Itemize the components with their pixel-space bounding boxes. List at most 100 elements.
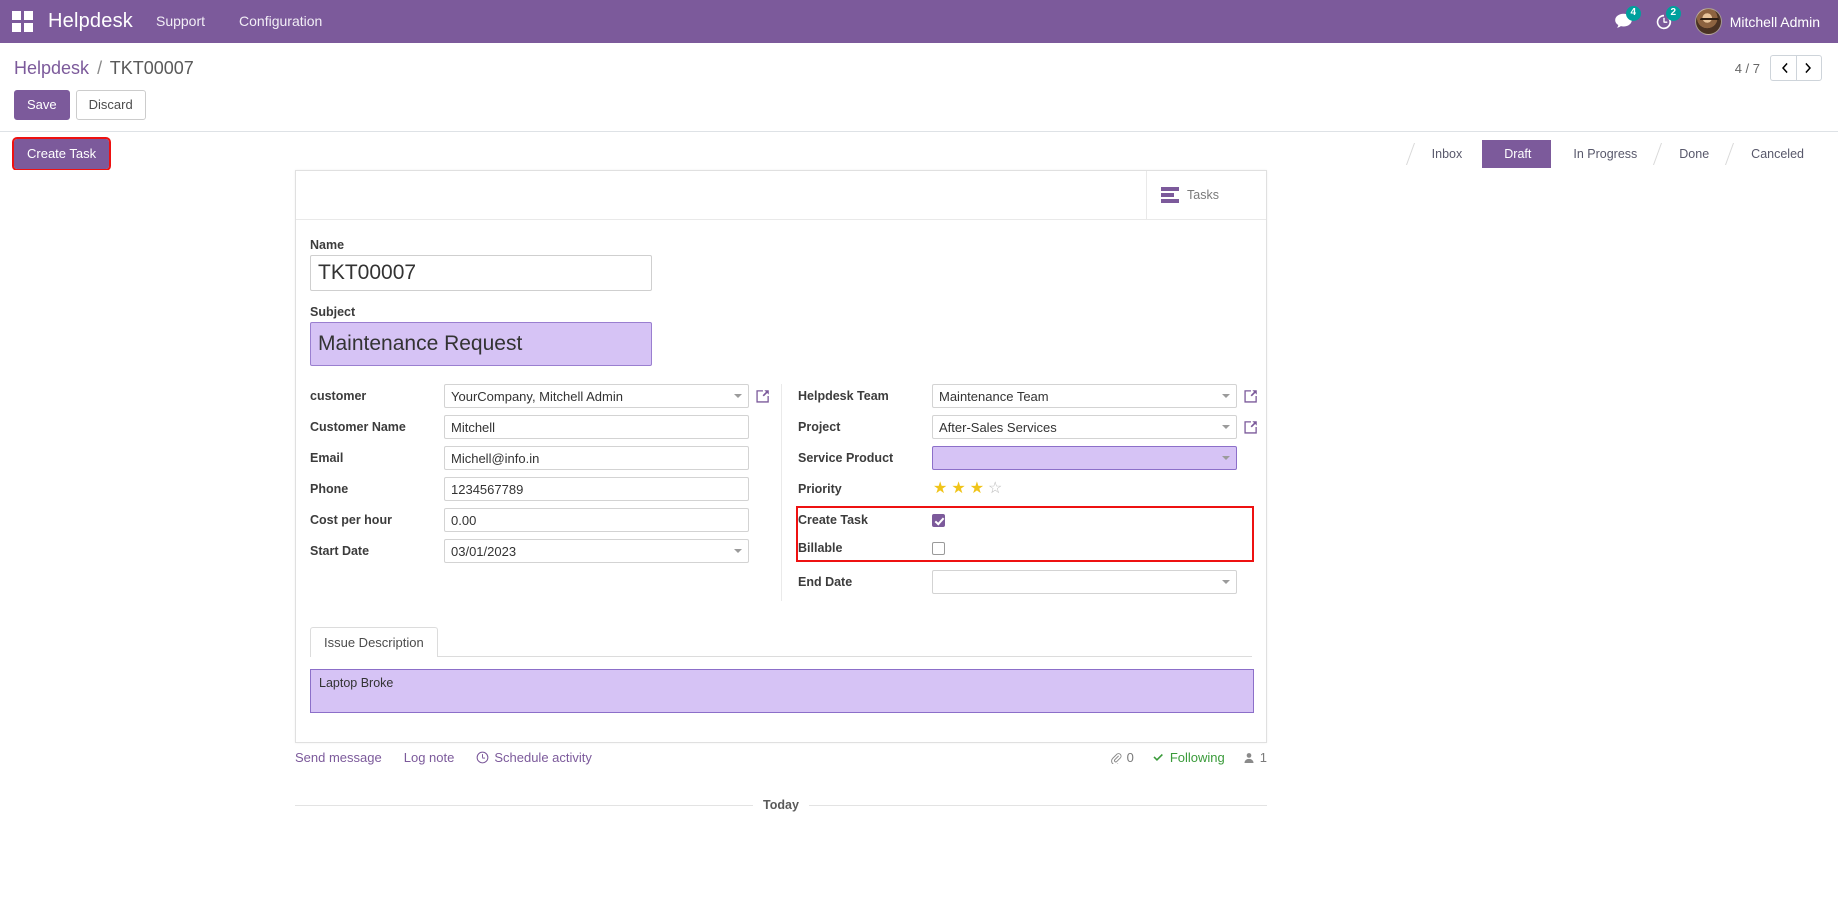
label-helpdesk-team: Helpdesk Team: [798, 389, 889, 403]
row-priority: Priority ★ ★ ★ ☆: [798, 477, 1252, 501]
customer-external-link-button[interactable]: [755, 389, 770, 404]
pager: 4 / 7: [1735, 55, 1824, 81]
chatter-stats: 0 Following 1: [1110, 750, 1267, 765]
tab-issue-description[interactable]: Issue Description: [310, 627, 438, 657]
status-bar: Inbox Draft In Progress Done Canceled: [1409, 140, 1824, 168]
name-input[interactable]: [310, 255, 652, 291]
cost-per-hour-input[interactable]: [444, 508, 749, 532]
user-icon: [1244, 752, 1254, 763]
customer-name-input[interactable]: [444, 415, 749, 439]
project-external-link-button[interactable]: [1243, 420, 1258, 435]
stat-button-tasks-label: Tasks: [1187, 188, 1219, 202]
notebook-tabs: Issue Description: [310, 627, 1252, 657]
chatter-toolbar: Send message Log note Schedule activity …: [295, 746, 1267, 775]
menu-item-support[interactable]: Support: [155, 13, 206, 29]
right-column: Helpdesk Team: [781, 384, 1257, 601]
priority-star-1[interactable]: ★: [933, 480, 948, 497]
breadcrumb-separator: /: [97, 57, 103, 78]
chatter-date-separator: Today: [295, 797, 1267, 812]
app-brand-helpdesk[interactable]: Helpdesk: [48, 10, 133, 32]
attachments-count[interactable]: 0: [1110, 750, 1134, 765]
row-email: Email: [310, 446, 781, 470]
row-phone: Phone: [310, 477, 781, 501]
label-project: Project: [798, 420, 841, 434]
user-menu[interactable]: Mitchell Admin: [1685, 8, 1820, 35]
pager-buttons: [1770, 55, 1822, 81]
service-product-input[interactable]: [932, 446, 1237, 470]
status-item-inbox[interactable]: Inbox: [1409, 140, 1483, 168]
create-task-button[interactable]: Create Task: [11, 137, 112, 171]
priority-star-2[interactable]: ★: [951, 480, 966, 497]
end-date-input[interactable]: [932, 570, 1237, 594]
field-subject-label: Subject: [310, 305, 356, 319]
activities-count-badge: 2: [1665, 6, 1681, 21]
status-item-canceled[interactable]: Canceled: [1729, 140, 1824, 168]
label-customer-name: Customer Name: [310, 420, 406, 434]
apps-menu-button[interactable]: [0, 0, 44, 43]
send-message-button[interactable]: Send message: [295, 750, 382, 765]
attachments-count-label: 0: [1126, 750, 1134, 765]
log-note-button[interactable]: Log note: [403, 750, 455, 765]
followers-count[interactable]: 1: [1243, 750, 1267, 765]
label-create-task: Create Task: [798, 513, 868, 527]
breadcrumb-current-record: TKT00007: [109, 57, 194, 78]
pager-previous-button[interactable]: [1770, 55, 1796, 81]
row-end-date: End Date: [798, 570, 1252, 594]
avatar: [1694, 8, 1722, 35]
priority-star-4[interactable]: ☆: [988, 480, 1003, 497]
notebook: Issue Description: [310, 627, 1254, 720]
start-date-input[interactable]: [444, 539, 749, 563]
pager-next-button[interactable]: [1796, 55, 1822, 81]
schedule-activity-button[interactable]: Schedule activity: [476, 750, 592, 765]
external-link-icon: [1244, 389, 1257, 403]
row-cost-per-hour: Cost per hour: [310, 508, 781, 532]
stat-button-bar: Tasks: [296, 171, 1266, 220]
helpdesk-team-external-link-button[interactable]: [1243, 389, 1258, 404]
main-menu: Support Configuration: [139, 0, 339, 43]
status-item-done[interactable]: Done: [1657, 140, 1730, 168]
menu-item-configuration[interactable]: Configuration: [239, 13, 323, 29]
status-item-draft[interactable]: Draft: [1482, 140, 1552, 168]
status-label-in-progress: In Progress: [1573, 147, 1638, 161]
label-end-date: End Date: [798, 575, 853, 589]
apps-grid-icon: [11, 11, 33, 32]
field-columns: customer: [310, 384, 1257, 601]
followers-count-label: 1: [1259, 750, 1267, 765]
action-row: Create Task Inbox Draft In Progress Done…: [0, 132, 1838, 171]
activity-clock-icon: [1656, 14, 1671, 29]
project-input[interactable]: [932, 415, 1237, 439]
stat-button-tasks[interactable]: Tasks: [1146, 171, 1266, 219]
pager-value: 4 / 7: [1734, 60, 1760, 76]
email-input[interactable]: [444, 446, 749, 470]
field-name: Name: [310, 238, 1252, 291]
save-button[interactable]: Save: [14, 90, 70, 120]
row-start-date: Start Date: [310, 539, 781, 563]
row-customer-name: Customer Name: [310, 415, 781, 439]
following-button[interactable]: Following: [1152, 750, 1225, 765]
row-billable: Billable: [798, 536, 1252, 560]
label-priority: Priority: [798, 482, 842, 496]
phone-input[interactable]: [444, 477, 749, 501]
breadcrumb-root-link[interactable]: Helpdesk: [14, 57, 90, 78]
issue-description-textarea[interactable]: [310, 669, 1254, 713]
priority-star-3[interactable]: ★: [969, 480, 985, 497]
create-task-checkbox[interactable]: [932, 513, 945, 527]
clock-icon: [476, 751, 489, 764]
navbar-systray: 4 2 Mitchell Admin: [1605, 0, 1838, 43]
tasks-lines-icon: [1161, 187, 1179, 203]
billable-checkbox[interactable]: [932, 541, 945, 555]
today-label: Today: [753, 798, 809, 812]
messages-button[interactable]: 4: [1605, 0, 1643, 43]
subject-input[interactable]: [310, 322, 652, 366]
activities-button[interactable]: 2: [1645, 0, 1683, 43]
external-link-icon: [1244, 420, 1257, 434]
priority-stars[interactable]: ★ ★ ★ ☆: [932, 481, 1002, 497]
discard-button[interactable]: Discard: [75, 90, 146, 120]
status-item-in-progress[interactable]: In Progress: [1551, 140, 1658, 168]
customer-input[interactable]: [444, 384, 749, 408]
helpdesk-team-input[interactable]: [932, 384, 1237, 408]
breadcrumb: Helpdesk / TKT00007: [14, 58, 194, 79]
task-options-group: Create Task Billable: [796, 506, 1254, 562]
row-helpdesk-team: Helpdesk Team: [798, 384, 1257, 408]
form-view-background: Tasks Name Subject customer: [0, 170, 1838, 812]
